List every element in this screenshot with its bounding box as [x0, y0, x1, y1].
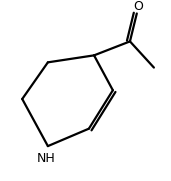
Text: O: O: [134, 0, 143, 13]
Text: NH: NH: [37, 152, 56, 165]
